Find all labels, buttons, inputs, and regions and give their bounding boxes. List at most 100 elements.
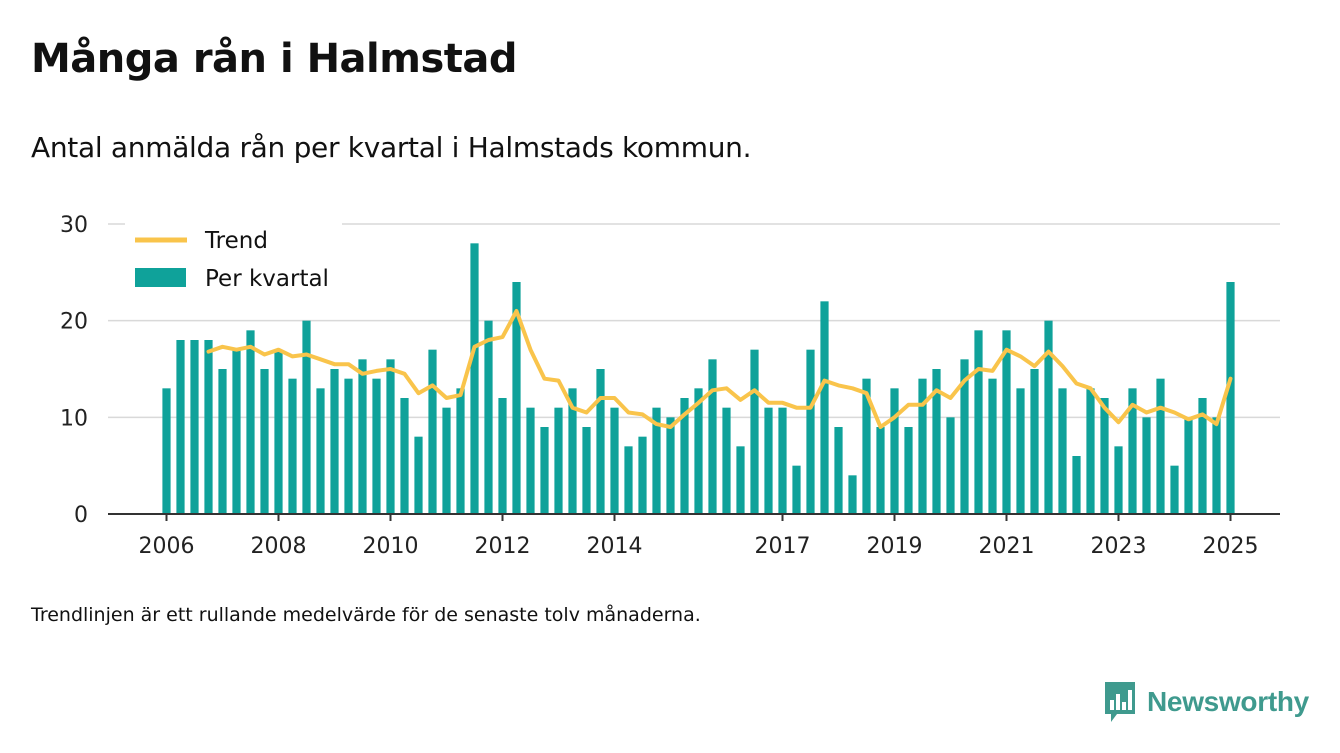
bar [1002,330,1011,514]
bar [918,378,927,514]
bar [554,407,563,514]
bar [260,369,269,514]
bar [330,369,339,514]
bar [806,349,815,514]
bar [904,427,913,514]
bar [834,427,843,514]
bar [204,340,213,514]
bar [596,369,605,514]
bar [358,359,367,514]
trend-line [206,309,1233,429]
footnote: Trendlinjen är ett rullande medelvärde f… [31,604,701,626]
x-tick-label: 2008 [251,534,307,559]
bar [582,427,591,514]
bar [862,378,871,514]
legend: Trend Per kvartal [125,223,342,305]
bar [1212,417,1221,514]
bar [680,398,689,514]
newsworthy-logo-icon [1105,682,1135,722]
legend-bar-swatch [135,268,186,287]
bar [1156,378,1165,514]
bar [512,282,521,514]
bar [484,320,493,514]
bar [1044,320,1053,514]
chart-area: 0 10 20 30 2006 2008 2010 2012 2014 2017 2019 2021… [60,213,1280,559]
bar [1016,388,1025,514]
y-tick-label: 10 [60,406,88,431]
bar [736,446,745,514]
bar [988,378,997,514]
bar [974,330,983,514]
bar [1226,282,1235,514]
bar [568,388,577,514]
bar [1086,388,1095,514]
bar [316,388,325,514]
bar [638,436,647,514]
bar [1072,456,1081,514]
x-tick-label: 2021 [979,534,1035,559]
bar [932,369,941,514]
bar [274,349,283,514]
bar [778,407,787,514]
x-tick-label: 2012 [475,534,531,559]
bar [764,407,773,514]
brand-logo: Newsworthy [1103,680,1309,724]
bar [666,417,675,514]
bar [1114,446,1123,514]
bar [526,407,535,514]
x-tick-label: 2025 [1203,534,1259,559]
bar [960,359,969,514]
bar [498,398,507,514]
bar [372,378,381,514]
bar [246,330,255,514]
bar [946,417,955,514]
bar [1142,417,1151,514]
bar [624,446,633,514]
bar [820,301,829,514]
bar [428,349,437,514]
bar [1058,388,1067,514]
bar [162,388,171,514]
bar [1184,417,1193,514]
bar [652,407,661,514]
bar [400,398,409,514]
legend-bar-label: Per kvartal [205,266,329,292]
bar [288,378,297,514]
bar [470,243,479,515]
bar [386,359,395,514]
x-tick-label: 2019 [867,534,923,559]
bar [708,359,717,514]
bar [442,407,451,514]
bar [1100,398,1109,514]
legend-background [125,223,342,305]
x-tick-label: 2010 [363,534,419,559]
bar [218,369,227,514]
bar [456,388,465,514]
bar [750,349,759,514]
y-tick-label: 0 [74,503,88,528]
bar [1198,398,1207,514]
bar [232,349,241,514]
x-axis-ticks: 2006 2008 2010 2012 2014 2017 2019 2021 2023 2025 [139,514,1259,559]
y-tick-label: 20 [60,310,88,335]
bar [890,388,899,514]
y-tick-label: 30 [60,213,88,238]
bar [1128,388,1137,514]
bar [792,465,801,514]
brand-name: Newsworthy [1147,686,1309,717]
bar [848,475,857,514]
y-axis-ticks: 0 10 20 30 [60,213,88,528]
bar [344,378,353,514]
bar [190,340,199,514]
bar [876,427,885,514]
bar [302,320,311,514]
x-tick-label: 2017 [755,534,811,559]
bar [722,407,731,514]
bar [1170,465,1179,514]
bar [694,388,703,514]
legend-trend-label: Trend [204,228,268,254]
chart-subtitle: Antal anmälda rån per kvartal i Halmstad… [31,131,752,164]
bar [540,427,549,514]
bars-series [162,243,1235,515]
bar [176,340,185,514]
